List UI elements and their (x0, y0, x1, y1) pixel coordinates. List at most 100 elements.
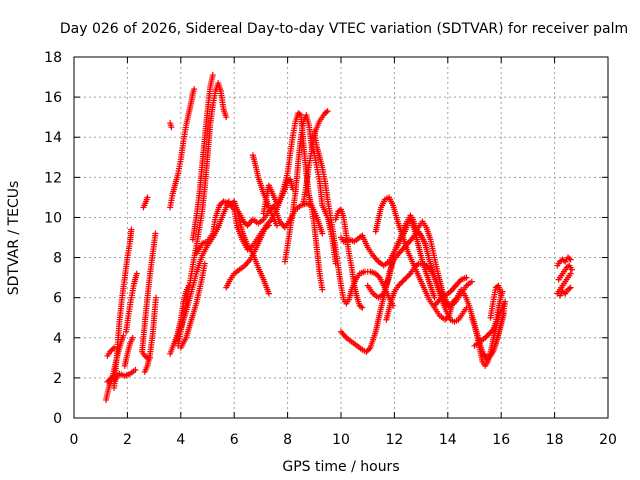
series-track-07 (139, 230, 159, 355)
series-track-02 (104, 366, 139, 385)
data-point (567, 256, 574, 263)
data-point (358, 303, 365, 310)
series-track-20 (227, 198, 272, 297)
y-tick-label: 0 (53, 411, 62, 427)
data-point (443, 298, 450, 305)
series-track-06 (123, 270, 140, 335)
data-point (411, 264, 418, 271)
x-tick-label: 8 (283, 432, 292, 448)
data-point (398, 279, 405, 286)
data-point (191, 86, 198, 93)
data-point (217, 201, 224, 208)
x-tick-label: 6 (230, 432, 239, 448)
data-point (111, 344, 118, 351)
y-tick-label: 2 (53, 371, 62, 387)
x-tick-label: 4 (176, 432, 185, 448)
series-track-41 (554, 270, 574, 297)
data-point (273, 222, 280, 229)
data-point (468, 278, 475, 285)
data-point (566, 255, 573, 262)
series-track-10 (141, 294, 159, 375)
data-point (241, 219, 248, 226)
data-point (431, 294, 438, 301)
x-tick-labels: 0 2 4 6 8 10 12 14 16 18 20 (70, 432, 617, 448)
x-tick-label: 18 (546, 432, 564, 448)
y-tick-label: 4 (53, 331, 62, 347)
data-point (375, 273, 382, 280)
data-point (227, 202, 234, 209)
data-point (152, 294, 159, 301)
data-point (128, 226, 135, 233)
series-track-01 (103, 332, 127, 403)
series-track-15 (175, 80, 230, 349)
x-tick-label: 16 (492, 432, 510, 448)
series-track-08 (140, 194, 151, 211)
data-point (201, 260, 208, 267)
data-point (451, 297, 458, 304)
y-tick-label: 10 (44, 210, 62, 226)
data-point (396, 281, 403, 288)
series-track-37 (471, 288, 506, 349)
series-track-34 (431, 274, 470, 309)
data-point (323, 109, 330, 116)
data-point (412, 263, 419, 270)
series-track-33 (415, 218, 475, 309)
data-point (132, 366, 139, 373)
x-tick-label: 20 (599, 432, 617, 448)
data-point (486, 330, 493, 337)
data-point (424, 263, 431, 270)
data-point (374, 271, 381, 278)
data-point (414, 261, 421, 268)
data-point (152, 230, 159, 237)
data-point (319, 286, 326, 293)
data-point (366, 346, 373, 353)
x-axis-label: GPS time / hours (282, 459, 399, 475)
data-point (395, 282, 402, 289)
x-tick-label: 12 (385, 432, 403, 448)
series-track-13 (167, 86, 198, 211)
data-point (400, 277, 407, 284)
data-point (107, 348, 114, 355)
data-point (567, 270, 574, 277)
data-point (488, 328, 495, 335)
series-track-17 (189, 72, 216, 243)
x-tick-label: 14 (439, 432, 457, 448)
data-point (484, 332, 491, 339)
data-point (567, 284, 574, 291)
y-tick-label: 14 (44, 130, 62, 146)
data-point (442, 316, 449, 323)
data-point (560, 257, 567, 264)
data-point (129, 334, 136, 341)
data-point (404, 273, 411, 280)
series-track-04 (111, 226, 135, 391)
data-point (450, 298, 457, 305)
series-track-38 (487, 282, 505, 321)
data-point (560, 289, 567, 296)
data-point (296, 111, 303, 118)
data-point (216, 202, 223, 209)
x-tick-label: 10 (332, 432, 350, 448)
data-point (463, 274, 470, 281)
x-tick-label: 2 (123, 432, 132, 448)
series-track-11 (167, 120, 175, 131)
data-point (143, 353, 150, 360)
data-point (228, 201, 235, 208)
y-axis-label: SDTVAR / TECUs (6, 181, 22, 296)
data-point (144, 194, 151, 201)
data-point (319, 230, 326, 237)
data-point (426, 265, 433, 272)
data-point (363, 348, 370, 355)
y-tick-label: 8 (53, 251, 62, 267)
data-point (133, 270, 140, 277)
data-point (487, 329, 494, 336)
data-point (452, 296, 459, 303)
series-track-39 (479, 310, 507, 361)
series-track-16 (177, 260, 208, 351)
y-tick-label: 16 (44, 90, 62, 106)
data-point (406, 271, 413, 278)
data-point (402, 275, 409, 282)
series-track-23 (260, 176, 296, 217)
data-point (265, 290, 272, 297)
data-point (108, 347, 115, 354)
